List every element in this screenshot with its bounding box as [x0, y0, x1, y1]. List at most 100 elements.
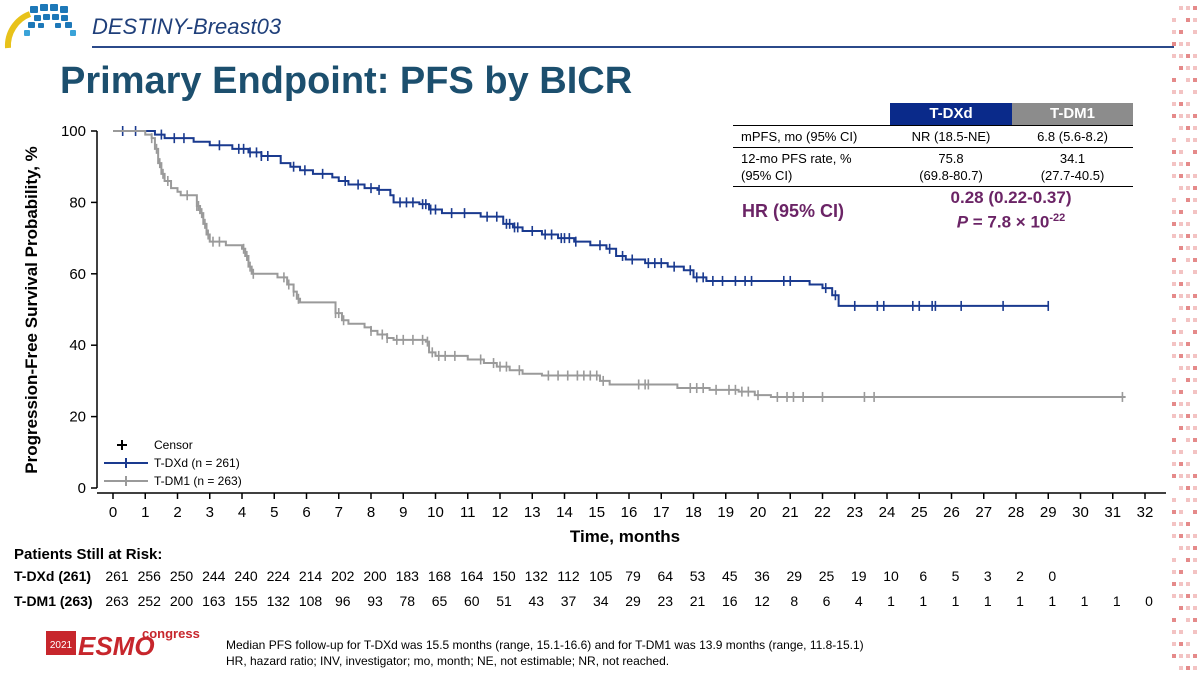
at-risk-value: 132 [266, 593, 290, 609]
decorative-dot [1179, 666, 1183, 670]
at-risk-value: 45 [721, 568, 738, 584]
decorative-dot [1172, 570, 1176, 574]
decorative-dot [1179, 282, 1183, 286]
decorative-dot [1193, 258, 1197, 262]
decorative-dot [1186, 546, 1190, 550]
at-risk-value: 6 [919, 568, 928, 584]
decorative-dot [1172, 138, 1176, 142]
decorative-dot [1179, 294, 1183, 298]
x-tick-label: 29 [1040, 504, 1057, 521]
decorative-dot [1172, 234, 1176, 238]
decorative-dot [1193, 486, 1197, 490]
at-risk-value: 224 [266, 568, 290, 584]
decorative-dot [1186, 246, 1190, 250]
x-tick-label: 0 [109, 504, 117, 521]
decorative-dot [1172, 258, 1176, 262]
slide-title: Primary Endpoint: PFS by BICR [60, 60, 633, 102]
row-label-mpfs: mPFS, mo (95% CI) [741, 129, 858, 144]
decorative-dot [1172, 162, 1176, 166]
decorative-dot [1179, 246, 1183, 250]
cell-mpfs-tdxd: NR (18.5-NE) [911, 129, 991, 144]
y-tick-label: 100 [61, 123, 86, 140]
at-risk-value: 65 [431, 593, 448, 609]
at-risk-value: 0 [1145, 593, 1153, 609]
decorative-dot [1193, 570, 1197, 574]
decorative-dot [1179, 222, 1183, 226]
decorative-dot-pattern [1172, 6, 1197, 670]
at-risk-value: 244 [202, 568, 226, 584]
at-risk-value: 250 [169, 568, 194, 584]
x-tick-label: 2 [173, 504, 181, 521]
decorative-dot [1193, 558, 1197, 562]
decorative-dot [1186, 318, 1190, 322]
decorative-dot [1193, 546, 1197, 550]
x-tick-label: 1 [141, 504, 149, 521]
cell-12mo-tdxd: 75.8 [938, 151, 964, 166]
decorative-dot [1172, 498, 1176, 502]
decorative-dot [1193, 198, 1197, 202]
decorative-dot [1172, 414, 1176, 418]
decorative-dot [1193, 114, 1197, 118]
decorative-dot [1186, 426, 1190, 430]
at-risk-value: 5 [951, 568, 960, 584]
decorative-dot [1172, 198, 1176, 202]
decorative-dot [1193, 30, 1197, 34]
decorative-dot [1172, 318, 1176, 322]
x-tick-label: 6 [302, 504, 310, 521]
decorative-dot [1172, 558, 1176, 562]
decorative-dot [1179, 102, 1183, 106]
censor-marker-icon [117, 440, 127, 450]
decorative-dot [1179, 546, 1183, 550]
at-risk-value: 0 [1048, 568, 1057, 584]
at-risk-value: 8 [790, 593, 799, 609]
decorative-dot [1193, 366, 1197, 370]
decorative-dot [1172, 438, 1176, 442]
decorative-dot [1186, 126, 1190, 130]
decorative-dot [1186, 198, 1190, 202]
at-risk-value: 1 [1080, 593, 1089, 609]
decorative-dot [1179, 342, 1183, 346]
decorative-dot [1186, 366, 1190, 370]
x-tick-label: 13 [524, 504, 541, 521]
at-risk-value: 108 [298, 593, 323, 609]
x-tick-label: 8 [367, 504, 375, 521]
at-risk-value: 25 [818, 568, 835, 584]
decorative-dot [1172, 630, 1176, 634]
decorative-dot [1186, 666, 1190, 670]
decorative-dot [1186, 18, 1190, 22]
decorative-dot [1179, 570, 1183, 574]
decorative-dot [1172, 534, 1176, 538]
decorative-dot [1172, 114, 1176, 118]
cell-12mo-ci-tdxd: (69.8-80.7) [919, 168, 983, 183]
cell-12mo-tdm1: 34.1 [1059, 151, 1086, 166]
decorative-dot [1193, 498, 1197, 502]
decorative-dot [1172, 78, 1176, 82]
decorative-dot [1172, 378, 1176, 382]
at-risk-value: 1 [1016, 593, 1024, 609]
decorative-dot [1179, 642, 1183, 646]
decorative-dot [1179, 42, 1183, 46]
at-risk-value: 2 [1016, 568, 1024, 584]
decorative-dot [1186, 66, 1190, 70]
svg-text:congress: congress [142, 626, 200, 641]
at-risk-value: 29 [786, 568, 803, 584]
at-risk-value: 19 [850, 568, 867, 584]
decorative-dot [1179, 174, 1183, 178]
svg-text:2021: 2021 [50, 640, 73, 651]
x-tick-label: 9 [399, 504, 407, 521]
decorative-dot [1193, 66, 1197, 70]
at-risk-value: 261 [105, 568, 129, 584]
at-risk-value: 53 [689, 568, 706, 584]
decorative-dot [1186, 186, 1190, 190]
at-risk-label-tdxd: T-DXd (261) [14, 568, 92, 584]
decorative-dot [1179, 234, 1183, 238]
at-risk-value: 256 [137, 568, 161, 584]
at-risk-value: 3 [983, 568, 992, 584]
decorative-dot [1186, 582, 1190, 586]
decorative-dot [1179, 150, 1183, 154]
decorative-dot [1193, 594, 1197, 598]
at-risk-value: 1 [951, 593, 960, 609]
decorative-dot [1193, 438, 1197, 442]
decorative-dot [1179, 210, 1183, 214]
